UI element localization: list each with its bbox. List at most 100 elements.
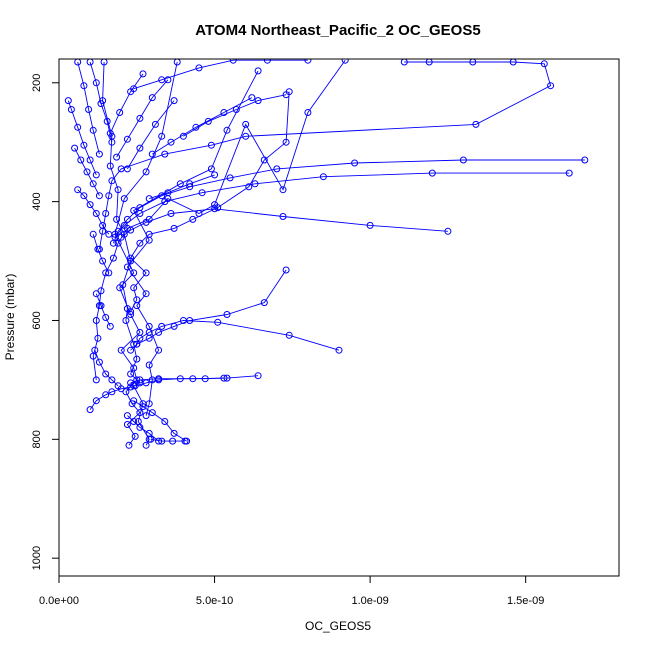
- data-point: [335, 346, 343, 354]
- data-point: [282, 138, 290, 146]
- data-point: [142, 269, 150, 277]
- data-point: [147, 435, 155, 443]
- data-point: [116, 109, 124, 116]
- series-line-26: [77, 61, 100, 155]
- data-point: [254, 67, 262, 75]
- series-line-16: [150, 438, 185, 442]
- data-point: [158, 437, 166, 445]
- y-tick-label: 400: [31, 192, 43, 210]
- data-point: [158, 322, 166, 330]
- data-point: [136, 239, 144, 247]
- data-point: [142, 412, 150, 420]
- data-point: [142, 168, 150, 176]
- data-point: [161, 418, 169, 425]
- data-point: [400, 59, 408, 66]
- data-point: [263, 59, 271, 64]
- data-point: [123, 412, 131, 420]
- data-point: [80, 82, 88, 90]
- data-point: [86, 201, 94, 209]
- data-point: [211, 201, 219, 209]
- data-point: [273, 165, 281, 173]
- data-point: [459, 156, 467, 164]
- series-line-7: [112, 159, 585, 244]
- data-point: [92, 376, 100, 384]
- data-point: [428, 169, 436, 177]
- series-line-11: [136, 320, 340, 351]
- data-point: [83, 168, 91, 176]
- data-point: [444, 227, 452, 235]
- data-point: [319, 173, 327, 181]
- data-point: [92, 171, 100, 179]
- data-point: [155, 328, 163, 336]
- data-point: [108, 177, 116, 185]
- data-point: [89, 180, 97, 188]
- data-point: [116, 284, 124, 292]
- data-point: [207, 165, 215, 173]
- data-point: [176, 375, 184, 383]
- data-point: [99, 221, 107, 229]
- data-point: [102, 370, 110, 378]
- data-point: [127, 370, 135, 378]
- data-point: [142, 290, 150, 298]
- data-point: [220, 109, 228, 116]
- data-point: [248, 94, 256, 102]
- series-line-24: [109, 73, 144, 134]
- data-point: [74, 186, 82, 194]
- data-point: [117, 346, 125, 354]
- data-point: [131, 382, 139, 390]
- data-point: [223, 311, 231, 318]
- data-point: [148, 409, 156, 417]
- data-point: [130, 364, 138, 372]
- series-line-9: [120, 208, 448, 238]
- series-line-3: [126, 70, 259, 416]
- data-point: [155, 346, 163, 354]
- data-point: [136, 144, 144, 152]
- data-point: [106, 162, 114, 170]
- data-point: [223, 126, 231, 134]
- data-point: [92, 317, 100, 324]
- series-line-21: [149, 174, 215, 200]
- data-point: [161, 198, 169, 206]
- data-point: [86, 156, 94, 164]
- data-point: [102, 391, 110, 399]
- data-point: [136, 376, 144, 384]
- data-point: [92, 210, 100, 217]
- data-point: [223, 374, 231, 382]
- series-line-14: [133, 400, 187, 442]
- data-point: [127, 226, 135, 234]
- data-point: [99, 257, 107, 265]
- y-tick-label: 600: [31, 311, 43, 329]
- data-point: [366, 221, 374, 229]
- series-line-10: [130, 269, 287, 351]
- data-point: [77, 156, 85, 164]
- data-point: [242, 132, 250, 140]
- data-point: [139, 70, 147, 78]
- data-point: [245, 183, 253, 191]
- x-tick-label: 1.5e-09: [507, 595, 544, 607]
- data-point: [201, 375, 209, 383]
- data-point: [120, 195, 128, 203]
- data-point: [105, 192, 113, 200]
- data-point: [97, 302, 105, 310]
- series-line-25: [89, 61, 113, 143]
- data-point: [170, 224, 178, 232]
- data-point: [86, 59, 94, 66]
- data-point: [226, 174, 234, 182]
- data-point: [509, 59, 517, 66]
- data-point: [195, 64, 203, 72]
- data-point: [565, 169, 573, 177]
- data-point: [204, 117, 212, 125]
- data-point: [136, 210, 144, 217]
- data-point: [109, 254, 117, 262]
- data-point: [179, 317, 187, 324]
- data-point: [155, 376, 163, 384]
- data-point: [136, 409, 144, 417]
- x-axis-title: OC_GEOS5: [305, 619, 371, 633]
- series-line-17: [89, 386, 131, 410]
- data-point: [123, 165, 131, 173]
- data-point: [176, 180, 184, 188]
- data-point: [304, 109, 312, 116]
- data-point: [170, 97, 178, 105]
- series-line-29: [77, 189, 110, 235]
